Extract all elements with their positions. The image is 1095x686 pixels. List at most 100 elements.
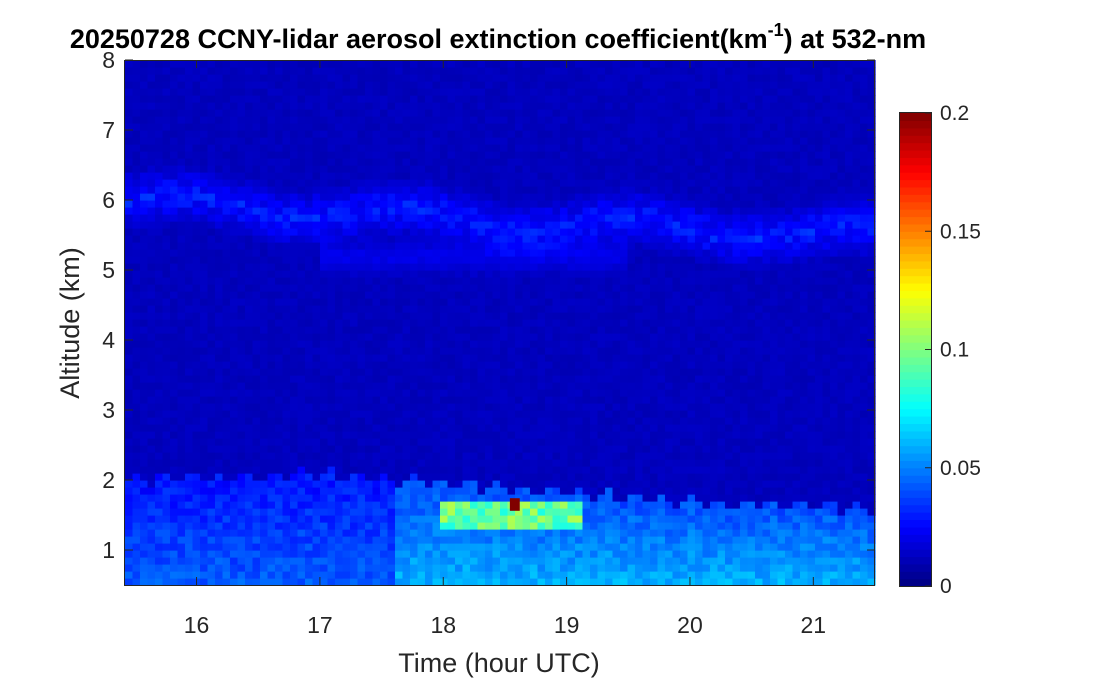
heatmap-cell xyxy=(620,459,629,467)
heatmap-cell xyxy=(357,81,366,89)
heatmap-cell xyxy=(545,130,554,138)
heatmap-cell xyxy=(207,179,216,187)
heatmap-cell xyxy=(537,459,546,467)
heatmap-cell xyxy=(245,88,254,96)
heatmap-cell xyxy=(560,361,569,369)
heatmap-cell xyxy=(440,319,449,327)
heatmap-cell xyxy=(515,137,524,145)
heatmap-cell xyxy=(582,144,591,152)
heatmap-cell xyxy=(410,228,419,236)
heatmap-cell xyxy=(470,165,479,173)
heatmap-cell xyxy=(567,186,576,194)
heatmap-cell xyxy=(335,347,344,355)
heatmap-cell xyxy=(170,277,179,285)
heatmap-cell xyxy=(402,137,411,145)
heatmap-cell xyxy=(215,354,224,362)
heatmap-cell xyxy=(425,522,434,530)
heatmap-cell xyxy=(327,557,336,565)
heatmap-cell xyxy=(455,508,464,516)
heatmap-cell xyxy=(215,200,224,208)
heatmap-cell xyxy=(177,144,186,152)
heatmap-cell xyxy=(567,459,576,467)
heatmap-cell xyxy=(320,228,329,236)
heatmap-cell xyxy=(470,123,479,131)
heatmap-cell xyxy=(140,109,149,117)
heatmap-cell xyxy=(590,165,599,173)
heatmap-cell xyxy=(215,361,224,369)
heatmap-cell xyxy=(432,424,441,432)
heatmap-cell xyxy=(335,123,344,131)
heatmap-cell xyxy=(357,431,366,439)
heatmap-cell xyxy=(492,424,501,432)
heatmap-cell xyxy=(245,270,254,278)
heatmap-cell xyxy=(485,312,494,320)
heatmap-cell xyxy=(455,543,464,551)
heatmap-cell xyxy=(162,326,171,334)
heatmap-cell xyxy=(462,200,471,208)
heatmap-cell xyxy=(312,445,321,453)
heatmap-cell xyxy=(477,221,486,229)
heatmap-cell xyxy=(132,137,141,145)
heatmap-cell xyxy=(515,473,524,481)
heatmap-cell xyxy=(507,508,516,516)
heatmap-cell xyxy=(290,193,299,201)
heatmap-cell xyxy=(470,102,479,110)
heatmap-cell xyxy=(537,95,546,103)
heatmap-cell xyxy=(275,529,284,537)
heatmap-cell xyxy=(530,515,539,523)
heatmap-cell xyxy=(267,214,276,222)
heatmap-cell xyxy=(177,466,186,474)
heatmap-cell xyxy=(245,354,254,362)
heatmap-cell xyxy=(365,389,374,397)
heatmap-cell xyxy=(125,186,134,194)
heatmap-cell xyxy=(147,319,156,327)
heatmap-cell xyxy=(575,123,584,131)
heatmap-cell xyxy=(357,452,366,460)
heatmap-cell xyxy=(275,382,284,390)
heatmap-cell xyxy=(327,564,336,572)
heatmap-cell xyxy=(455,571,464,579)
heatmap-cell xyxy=(230,305,239,313)
heatmap-cell xyxy=(185,326,194,334)
heatmap-cell xyxy=(545,60,554,68)
heatmap-cell xyxy=(522,543,531,551)
heatmap-cell xyxy=(200,445,209,453)
heatmap-cell xyxy=(590,557,599,565)
heatmap-cell xyxy=(260,214,269,222)
heatmap-cell xyxy=(170,102,179,110)
heatmap-cell xyxy=(155,270,164,278)
heatmap-cell xyxy=(170,186,179,194)
heatmap-cell xyxy=(545,95,554,103)
heatmap-cell xyxy=(215,578,224,586)
heatmap-cell xyxy=(132,445,141,453)
heatmap-cell xyxy=(132,256,141,264)
heatmap-cell xyxy=(567,263,576,271)
heatmap-cell xyxy=(507,319,516,327)
heatmap-cell xyxy=(425,431,434,439)
heatmap-cell xyxy=(237,424,246,432)
heatmap-cell xyxy=(440,487,449,495)
heatmap-cell xyxy=(417,242,426,250)
heatmap-cell xyxy=(335,487,344,495)
heatmap-cell xyxy=(455,564,464,572)
heatmap-cell xyxy=(492,473,501,481)
heatmap-cell xyxy=(410,263,419,271)
heatmap-cell xyxy=(215,284,224,292)
heatmap-cell xyxy=(350,578,359,586)
heatmap-cell xyxy=(357,193,366,201)
heatmap-cell xyxy=(252,242,261,250)
heatmap-cell xyxy=(380,137,389,145)
heatmap-cell xyxy=(597,431,606,439)
heatmap-cell xyxy=(380,543,389,551)
heatmap-cell xyxy=(380,95,389,103)
heatmap-cell xyxy=(170,424,179,432)
heatmap-cell xyxy=(312,473,321,481)
heatmap-cell xyxy=(335,242,344,250)
heatmap-cell xyxy=(320,333,329,341)
heatmap-cell xyxy=(365,179,374,187)
heatmap-cell xyxy=(515,424,524,432)
heatmap-cell xyxy=(125,137,134,145)
heatmap-cell xyxy=(530,347,539,355)
heatmap-cell xyxy=(147,67,156,75)
heatmap-cell xyxy=(447,452,456,460)
